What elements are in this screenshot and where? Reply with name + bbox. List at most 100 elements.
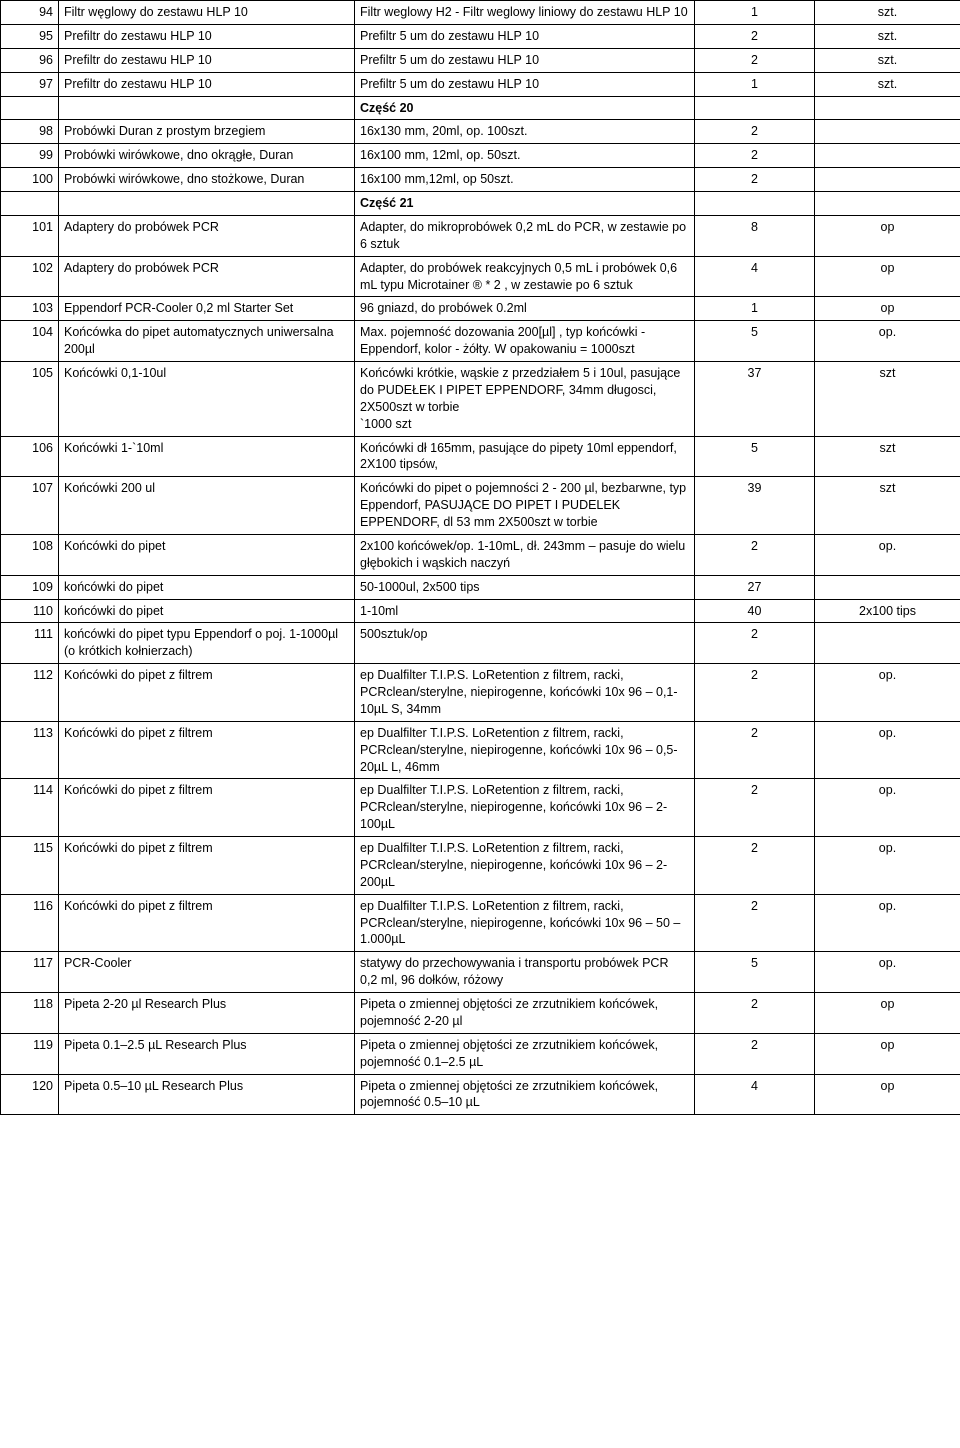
row-unit: op. [815,664,960,722]
row-name: Adaptery do probówek PCR [59,256,355,297]
row-desc: statywy do przechowywania i transportu p… [355,952,695,993]
row-unit: op. [815,952,960,993]
row-unit: 2x100 tips [815,599,960,623]
row-number: 116 [1,894,59,952]
row-qty: 8 [695,215,815,256]
row-qty: 2 [695,120,815,144]
row-qty: 1 [695,297,815,321]
row-qty [695,192,815,216]
row-unit [815,96,960,120]
row-desc: Adapter, do mikroprobówek 0,2 mL do PCR,… [355,215,695,256]
row-qty: 2 [695,779,815,837]
row-desc: ep Dualfilter T.I.P.S. LoRetention z fil… [355,894,695,952]
section-title: Część 20 [355,96,695,120]
row-name: Prefiltr do zestawu HLP 10 [59,24,355,48]
row-name: Filtr węglowy do zestawu HLP 10 [59,1,355,25]
row-desc: Prefiltr 5 um do zestawu HLP 10 [355,72,695,96]
row-name: Pipeta 0.1–2.5 µL Research Plus [59,1033,355,1074]
row-desc: Filtr weglowy H2 - Filtr weglowy liniowy… [355,1,695,25]
row-number: 99 [1,144,59,168]
row-name: Końcówki 200 ul [59,477,355,535]
table-row: 101Adaptery do probówek PCRAdapter, do m… [1,215,960,256]
row-number: 113 [1,721,59,779]
table-row: 94Filtr węglowy do zestawu HLP 10Filtr w… [1,1,960,25]
row-number: 110 [1,599,59,623]
table-row: 118Pipeta 2-20 µl Research PlusPipeta o … [1,993,960,1034]
row-desc: 2x100 końcówek/op. 1-10mL, dł. 243mm – p… [355,534,695,575]
section-title: Część 21 [355,192,695,216]
row-name: Prefiltr do zestawu HLP 10 [59,48,355,72]
table-row: 103Eppendorf PCR-Cooler 0,2 ml Starter S… [1,297,960,321]
section-row: Część 20 [1,96,960,120]
row-number: 102 [1,256,59,297]
row-desc: Pipeta o zmiennej objętości ze zrzutniki… [355,993,695,1034]
row-number: 96 [1,48,59,72]
row-desc: 16x130 mm, 20ml, op. 100szt. [355,120,695,144]
row-number: 97 [1,72,59,96]
row-unit [815,144,960,168]
row-qty: 37 [695,362,815,437]
row-number: 112 [1,664,59,722]
row-number: 106 [1,436,59,477]
row-qty: 39 [695,477,815,535]
table-row: 108Końcówki do pipet2x100 końcówek/op. 1… [1,534,960,575]
row-number: 103 [1,297,59,321]
table-row: 97Prefiltr do zestawu HLP 10Prefiltr 5 u… [1,72,960,96]
row-unit: szt. [815,1,960,25]
row-unit [815,575,960,599]
row-number: 108 [1,534,59,575]
row-qty: 5 [695,436,815,477]
row-unit: op. [815,534,960,575]
table-row: 105Końcówki 0,1-10ulKońcówki krótkie, wą… [1,362,960,437]
row-qty: 2 [695,24,815,48]
row-name: Końcówki do pipet z filtrem [59,664,355,722]
row-number: 107 [1,477,59,535]
row-qty: 2 [695,623,815,664]
row-number: 109 [1,575,59,599]
table-row: 117PCR-Coolerstatywy do przechowywania i… [1,952,960,993]
row-name: Eppendorf PCR-Cooler 0,2 ml Starter Set [59,297,355,321]
row-number: 98 [1,120,59,144]
row-unit: op [815,1074,960,1115]
row-unit: op. [815,721,960,779]
row-name: Prefiltr do zestawu HLP 10 [59,72,355,96]
row-name: Końcówki do pipet z filtrem [59,779,355,837]
row-number: 117 [1,952,59,993]
table-row: 96Prefiltr do zestawu HLP 10Prefiltr 5 u… [1,48,960,72]
row-unit: szt. [815,72,960,96]
row-desc: 50-1000ul, 2x500 tips [355,575,695,599]
row-unit: szt. [815,48,960,72]
table-row: 119Pipeta 0.1–2.5 µL Research PlusPipeta… [1,1033,960,1074]
row-number: 104 [1,321,59,362]
row-desc: Prefiltr 5 um do zestawu HLP 10 [355,48,695,72]
row-name: Pipeta 0.5–10 µL Research Plus [59,1074,355,1115]
row-qty: 2 [695,837,815,895]
table-row: 106Końcówki 1-`10mlKońcówki dł 165mm, pa… [1,436,960,477]
row-unit: op. [815,321,960,362]
row-name [59,96,355,120]
table-row: 120Pipeta 0.5–10 µL Research PlusPipeta … [1,1074,960,1115]
row-unit [815,192,960,216]
row-qty: 2 [695,664,815,722]
row-unit [815,623,960,664]
row-unit: op [815,993,960,1034]
row-desc: ep Dualfilter T.I.P.S. LoRetention z fil… [355,837,695,895]
row-qty: 2 [695,894,815,952]
row-name [59,192,355,216]
document-page: 94Filtr węglowy do zestawu HLP 10Filtr w… [0,0,960,1115]
row-desc: Adapter, do probówek reakcyjnych 0,5 mL … [355,256,695,297]
row-qty: 4 [695,256,815,297]
table-row: 107Końcówki 200 ulKońcówki do pipet o po… [1,477,960,535]
table-row: 116Końcówki do pipet z filtremep Dualfil… [1,894,960,952]
table-row: 98Probówki Duran z prostym brzegiem16x13… [1,120,960,144]
items-table: 94Filtr węglowy do zestawu HLP 10Filtr w… [0,0,960,1115]
row-qty: 2 [695,1033,815,1074]
row-qty: 5 [695,952,815,993]
row-number [1,192,59,216]
row-name: Końcówki do pipet z filtrem [59,721,355,779]
row-number: 100 [1,168,59,192]
table-row: 113Końcówki do pipet z filtremep Dualfil… [1,721,960,779]
row-name: Adaptery do probówek PCR [59,215,355,256]
row-name: Końcówka do pipet automatycznych uniwers… [59,321,355,362]
row-number: 114 [1,779,59,837]
